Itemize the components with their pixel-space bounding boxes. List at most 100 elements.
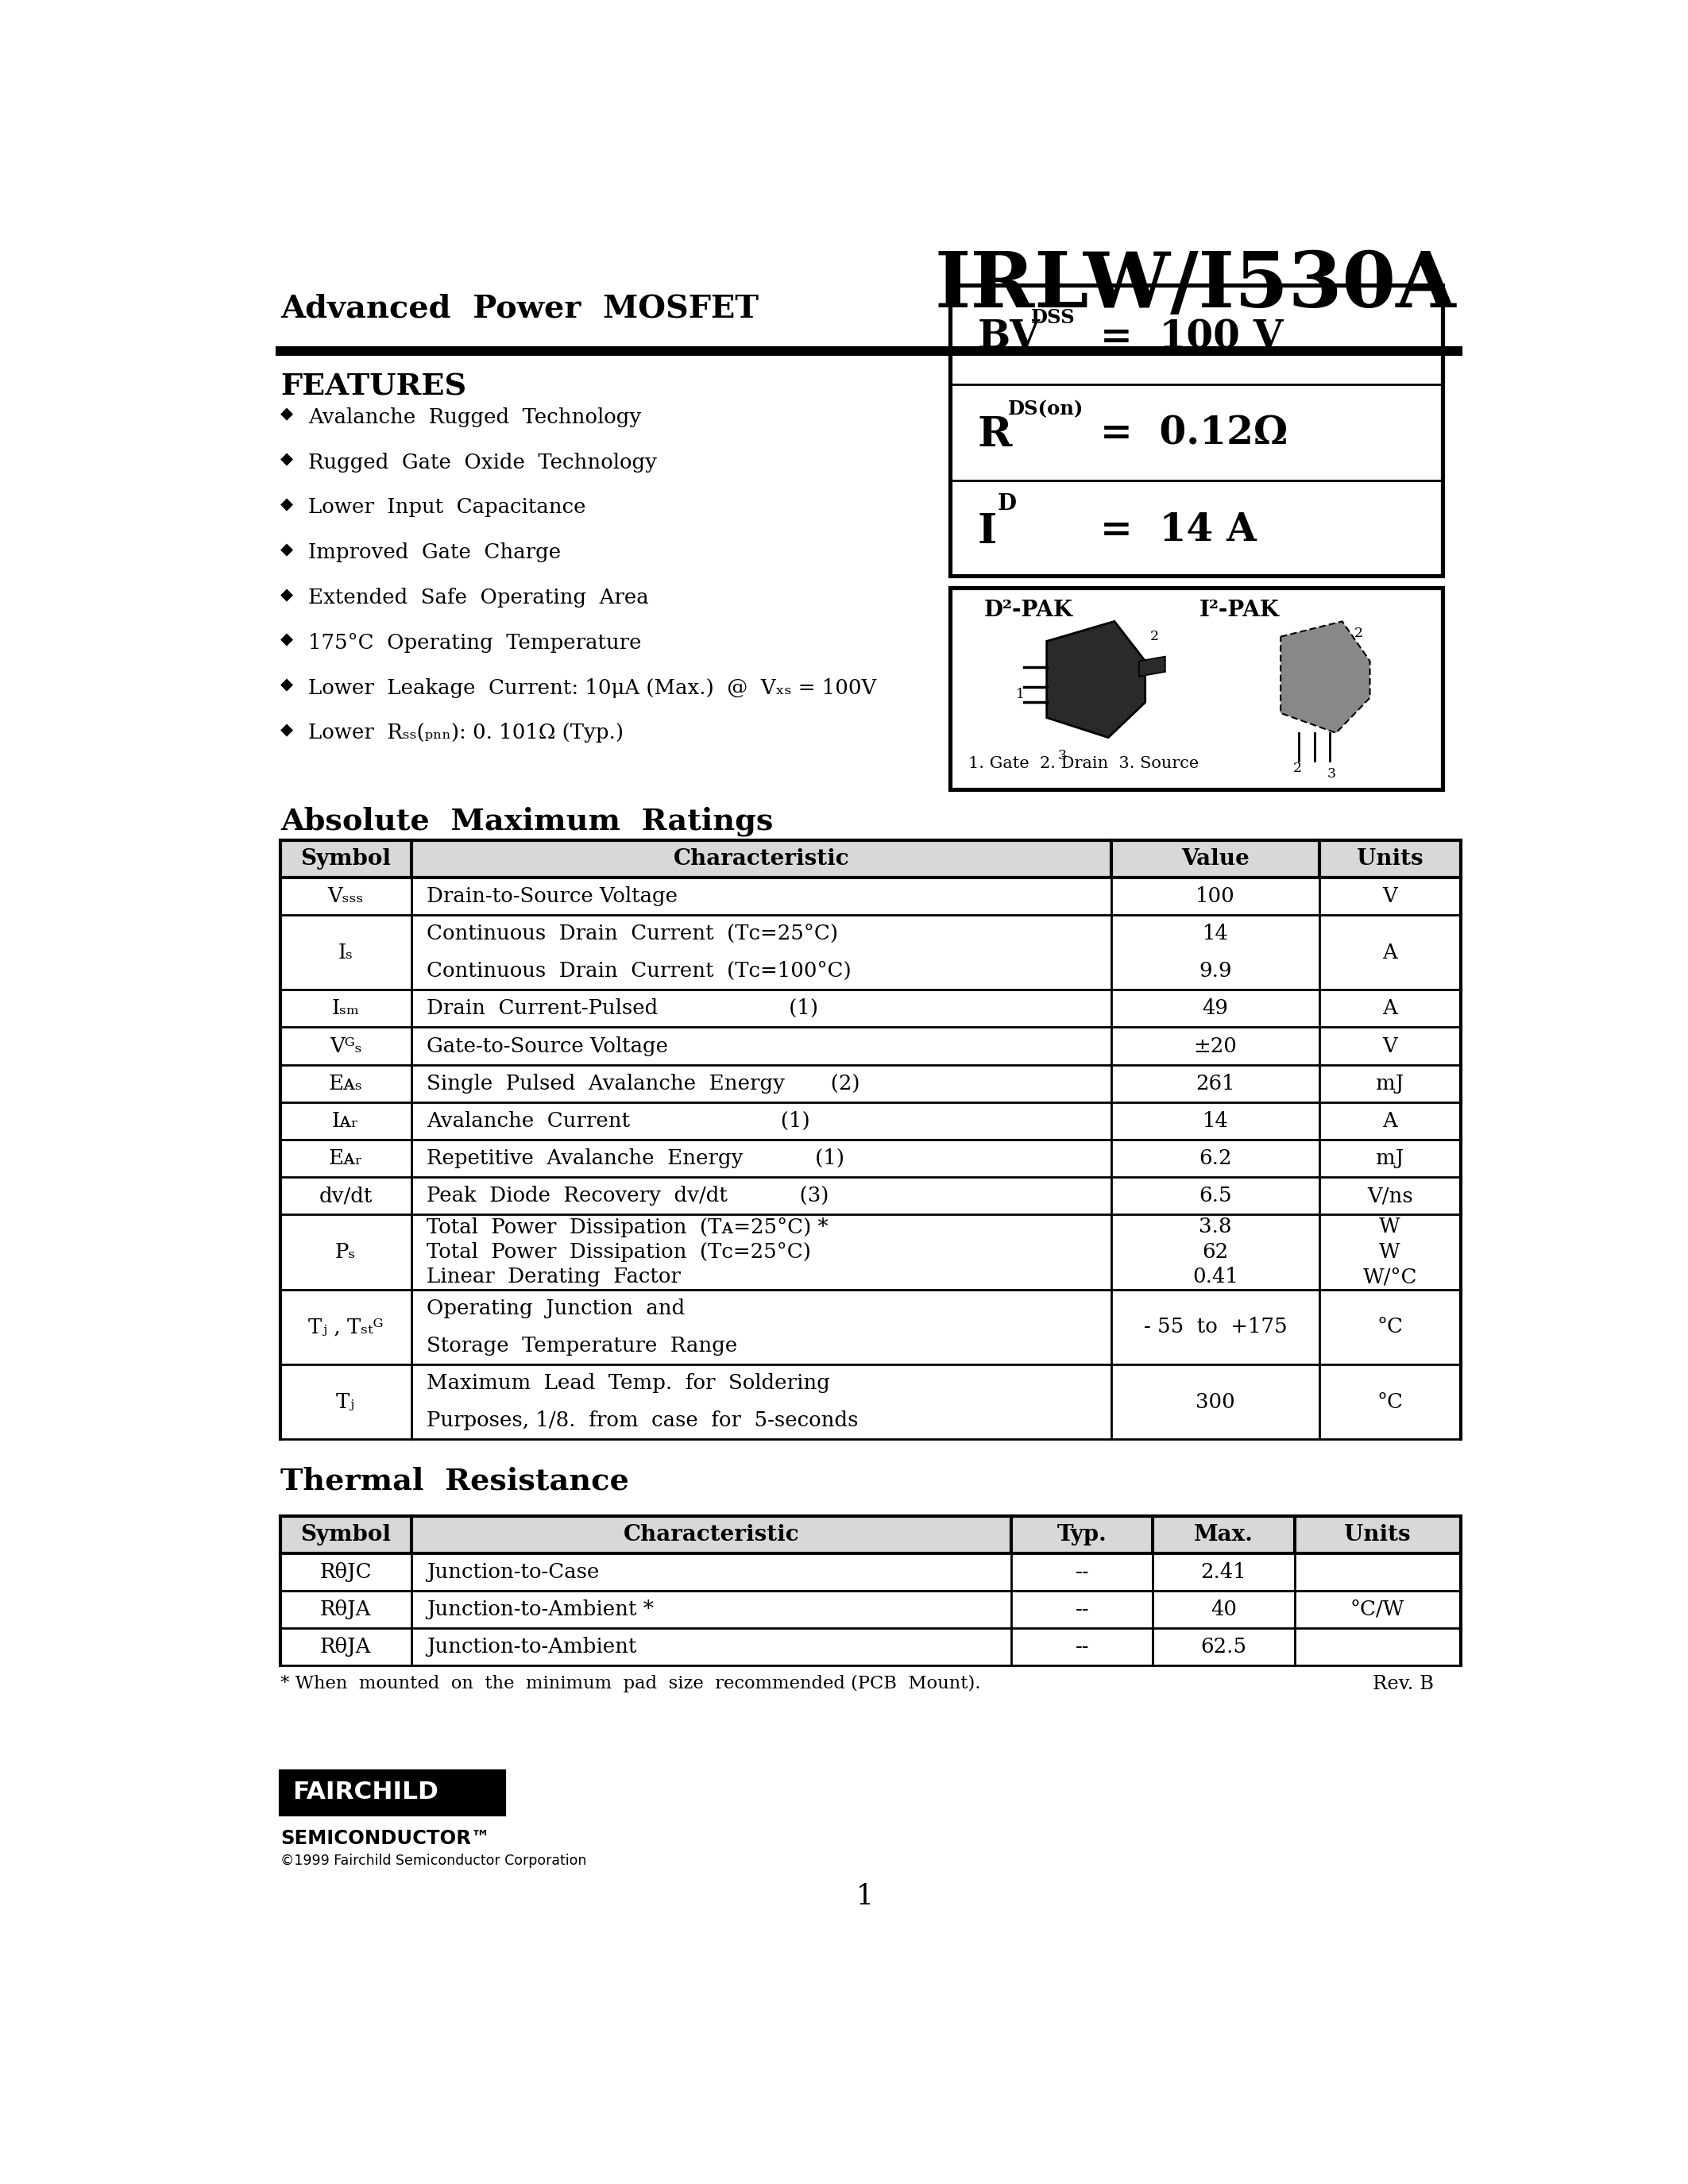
Text: DSS: DSS <box>1031 308 1075 328</box>
Text: °C: °C <box>1377 1391 1403 1411</box>
Text: mJ: mJ <box>1376 1075 1404 1094</box>
Text: RθJC: RθJC <box>319 1562 371 1581</box>
Text: Peak  Diode  Recovery  dv/dt           (3): Peak Diode Recovery dv/dt (3) <box>427 1186 829 1206</box>
Text: - 55  to  +175: - 55 to +175 <box>1143 1317 1286 1337</box>
Text: Rugged  Gate  Oxide  Technology: Rugged Gate Oxide Technology <box>307 452 657 472</box>
Text: °C/W: °C/W <box>1350 1599 1404 1618</box>
Text: DS(on): DS(on) <box>1008 400 1084 419</box>
Bar <box>280 1026 1460 1066</box>
Text: Lower  Rₛₛ(ₚₙₙ): 0. 101Ω (Typ.): Lower Rₛₛ(ₚₙₙ): 0. 101Ω (Typ.) <box>307 723 623 743</box>
Text: Iₛₘ: Iₛₘ <box>333 998 360 1018</box>
Text: IRLW/I530A: IRLW/I530A <box>935 249 1457 323</box>
Text: 3.8: 3.8 <box>1198 1216 1232 1236</box>
Text: Linear  Derating  Factor: Linear Derating Factor <box>427 1267 680 1286</box>
Text: 14: 14 <box>1202 924 1229 943</box>
Text: 2.41: 2.41 <box>1200 1562 1247 1581</box>
Text: 62: 62 <box>1202 1243 1229 1262</box>
Text: RθJA: RθJA <box>321 1599 371 1618</box>
Text: Operating  Junction  and: Operating Junction and <box>427 1297 685 1319</box>
Text: Symbol: Symbol <box>300 847 392 869</box>
Text: D²-PAK: D²-PAK <box>984 601 1072 622</box>
Text: 9.9: 9.9 <box>1198 961 1232 981</box>
Text: 49: 49 <box>1202 998 1229 1018</box>
Bar <box>280 841 1460 878</box>
Text: ◆: ◆ <box>280 677 294 692</box>
Text: ◆: ◆ <box>280 406 294 422</box>
Text: ◆: ◆ <box>280 498 294 513</box>
Text: V: V <box>1382 887 1398 906</box>
Text: Junction-to-Case: Junction-to-Case <box>427 1562 599 1581</box>
Text: 100: 100 <box>1195 887 1236 906</box>
Text: 1. Gate  2. Drain  3. Source: 1. Gate 2. Drain 3. Source <box>969 756 1198 771</box>
Text: Characteristic: Characteristic <box>623 1524 798 1544</box>
Text: 2: 2 <box>1354 627 1364 640</box>
Bar <box>280 915 1460 989</box>
Bar <box>280 1103 1460 1140</box>
Text: Vᴳₛ: Vᴳₛ <box>329 1035 361 1055</box>
Text: FEATURES: FEATURES <box>280 371 466 402</box>
Text: °C: °C <box>1377 1317 1403 1337</box>
Text: =  100 V: = 100 V <box>1101 319 1283 356</box>
Text: Absolute  Maximum  Ratings: Absolute Maximum Ratings <box>280 806 773 836</box>
Text: Units: Units <box>1357 847 1423 869</box>
Text: Iₛ: Iₛ <box>338 943 353 963</box>
Text: Storage  Temperature  Range: Storage Temperature Range <box>427 1337 738 1356</box>
Text: Continuous  Drain  Current  (Tᴄ=100°C): Continuous Drain Current (Tᴄ=100°C) <box>427 961 851 981</box>
Text: I²-PAK: I²-PAK <box>1198 601 1280 622</box>
Text: Symbol: Symbol <box>300 1524 392 1544</box>
Bar <box>280 1365 1460 1439</box>
Text: ◆: ◆ <box>280 542 294 557</box>
Text: 62.5: 62.5 <box>1200 1636 1247 1658</box>
Text: --: -- <box>1075 1636 1089 1658</box>
Bar <box>280 1627 1460 1666</box>
Text: * When  mounted  on  the  minimum  pad  size  recommended (PCB  Mount).: * When mounted on the minimum pad size r… <box>280 1675 981 1693</box>
Text: Vₛₛₛ: Vₛₛₛ <box>327 887 363 906</box>
Bar <box>280 1553 1460 1590</box>
Text: Lower  Leakage  Current: 10μA (Max.)  @  Vₓₛ = 100V: Lower Leakage Current: 10μA (Max.) @ Vₓₛ… <box>307 677 876 697</box>
Bar <box>280 1140 1460 1177</box>
Text: Drain-to-Source Voltage: Drain-to-Source Voltage <box>427 887 677 906</box>
Text: 300: 300 <box>1195 1391 1236 1411</box>
Text: Typ.: Typ. <box>1057 1524 1107 1544</box>
Text: W: W <box>1379 1243 1401 1262</box>
Text: Junction-to-Ambient: Junction-to-Ambient <box>427 1636 636 1658</box>
Text: Gate-to-Source Voltage: Gate-to-Source Voltage <box>427 1035 668 1055</box>
Text: Improved  Gate  Charge: Improved Gate Charge <box>307 542 560 563</box>
Text: RθJA: RθJA <box>321 1636 371 1658</box>
Text: ◆: ◆ <box>280 587 294 603</box>
Text: 3: 3 <box>1057 749 1067 762</box>
Bar <box>280 1066 1460 1103</box>
Text: Characteristic: Characteristic <box>674 847 849 869</box>
Text: Tⱼ , Tₛₜᴳ: Tⱼ , Tₛₜᴳ <box>309 1317 383 1337</box>
Bar <box>280 1516 1460 1553</box>
Text: 3: 3 <box>1327 767 1335 782</box>
Text: ±20: ±20 <box>1193 1035 1237 1055</box>
Text: D: D <box>998 494 1016 515</box>
Text: Units: Units <box>1344 1524 1411 1544</box>
Text: --: -- <box>1075 1562 1089 1581</box>
Bar <box>280 878 1460 915</box>
Bar <box>280 1771 503 1813</box>
Text: 175°C  Operating  Temperature: 175°C Operating Temperature <box>307 633 641 653</box>
Text: Continuous  Drain  Current  (Tᴄ=25°C): Continuous Drain Current (Tᴄ=25°C) <box>427 924 837 943</box>
Polygon shape <box>1047 622 1144 738</box>
Polygon shape <box>1139 657 1165 677</box>
Text: ©1999 Fairchild Semiconductor Corporation: ©1999 Fairchild Semiconductor Corporatio… <box>280 1854 586 1867</box>
Text: A: A <box>1382 998 1398 1018</box>
Text: Iᴀᵣ: Iᴀᵣ <box>333 1112 360 1131</box>
Bar <box>280 841 1460 878</box>
Text: mJ: mJ <box>1376 1149 1404 1168</box>
Text: 40: 40 <box>1210 1599 1237 1618</box>
Bar <box>280 1177 1460 1214</box>
Text: R: R <box>977 415 1011 456</box>
Text: Junction-to-Ambient *: Junction-to-Ambient * <box>427 1599 653 1618</box>
Text: W/°C: W/°C <box>1362 1267 1418 1286</box>
Text: 2: 2 <box>1150 629 1158 644</box>
Text: 261: 261 <box>1195 1075 1236 1094</box>
Text: Single  Pulsed  Avalanche  Energy       (2): Single Pulsed Avalanche Energy (2) <box>427 1075 859 1094</box>
Bar <box>950 286 1442 577</box>
Text: Rev. B: Rev. B <box>1372 1675 1435 1693</box>
Text: ◆: ◆ <box>280 633 294 649</box>
Text: Value: Value <box>1182 847 1249 869</box>
Text: W: W <box>1379 1216 1401 1236</box>
